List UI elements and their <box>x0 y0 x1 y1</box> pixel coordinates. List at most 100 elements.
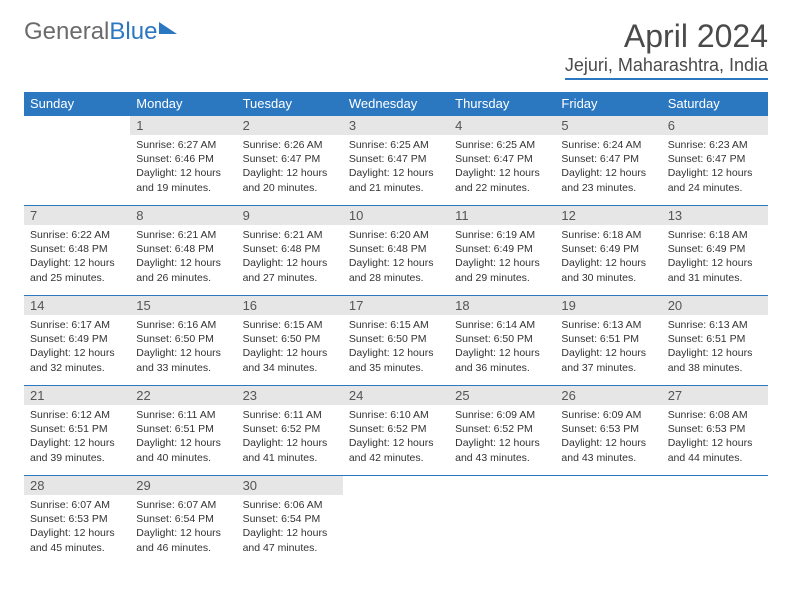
calendar-row: 1Sunrise: 6:27 AMSunset: 6:46 PMDaylight… <box>24 116 768 206</box>
calendar-cell <box>662 476 768 566</box>
day-number: 29 <box>130 476 236 495</box>
calendar-cell: 24Sunrise: 6:10 AMSunset: 6:52 PMDayligh… <box>343 386 449 476</box>
calendar-cell: 2Sunrise: 6:26 AMSunset: 6:47 PMDaylight… <box>237 116 343 206</box>
calendar-cell: 1Sunrise: 6:27 AMSunset: 6:46 PMDaylight… <box>130 116 236 206</box>
calendar-cell: 28Sunrise: 6:07 AMSunset: 6:53 PMDayligh… <box>24 476 130 566</box>
day-data: Sunrise: 6:14 AMSunset: 6:50 PMDaylight:… <box>449 315 555 378</box>
calendar-cell: 30Sunrise: 6:06 AMSunset: 6:54 PMDayligh… <box>237 476 343 566</box>
title-block: April 2024 Jejuri, Maharashtra, India <box>565 18 768 80</box>
calendar-cell: 25Sunrise: 6:09 AMSunset: 6:52 PMDayligh… <box>449 386 555 476</box>
day-data: Sunrise: 6:07 AMSunset: 6:53 PMDaylight:… <box>24 495 130 558</box>
day-data: Sunrise: 6:23 AMSunset: 6:47 PMDaylight:… <box>662 135 768 198</box>
day-data: Sunrise: 6:25 AMSunset: 6:47 PMDaylight:… <box>343 135 449 198</box>
day-data: Sunrise: 6:18 AMSunset: 6:49 PMDaylight:… <box>555 225 661 288</box>
day-data: Sunrise: 6:21 AMSunset: 6:48 PMDaylight:… <box>130 225 236 288</box>
day-data: Sunrise: 6:13 AMSunset: 6:51 PMDaylight:… <box>555 315 661 378</box>
day-number: 2 <box>237 116 343 135</box>
day-number: 18 <box>449 296 555 315</box>
weekday-header: Thursday <box>449 92 555 116</box>
day-number: 16 <box>237 296 343 315</box>
calendar-cell: 20Sunrise: 6:13 AMSunset: 6:51 PMDayligh… <box>662 296 768 386</box>
day-data: Sunrise: 6:15 AMSunset: 6:50 PMDaylight:… <box>237 315 343 378</box>
calendar-cell: 23Sunrise: 6:11 AMSunset: 6:52 PMDayligh… <box>237 386 343 476</box>
calendar-cell: 5Sunrise: 6:24 AMSunset: 6:47 PMDaylight… <box>555 116 661 206</box>
day-data: Sunrise: 6:15 AMSunset: 6:50 PMDaylight:… <box>343 315 449 378</box>
day-number: 12 <box>555 206 661 225</box>
logo: GeneralBlue <box>24 18 177 46</box>
day-data: Sunrise: 6:06 AMSunset: 6:54 PMDaylight:… <box>237 495 343 558</box>
calendar-cell: 11Sunrise: 6:19 AMSunset: 6:49 PMDayligh… <box>449 206 555 296</box>
calendar-row: 28Sunrise: 6:07 AMSunset: 6:53 PMDayligh… <box>24 476 768 566</box>
calendar-cell: 19Sunrise: 6:13 AMSunset: 6:51 PMDayligh… <box>555 296 661 386</box>
day-data: Sunrise: 6:24 AMSunset: 6:47 PMDaylight:… <box>555 135 661 198</box>
calendar-cell: 15Sunrise: 6:16 AMSunset: 6:50 PMDayligh… <box>130 296 236 386</box>
day-data: Sunrise: 6:11 AMSunset: 6:52 PMDaylight:… <box>237 405 343 468</box>
day-data: Sunrise: 6:07 AMSunset: 6:54 PMDaylight:… <box>130 495 236 558</box>
day-number: 17 <box>343 296 449 315</box>
logo-text-1: General <box>24 18 109 46</box>
day-data: Sunrise: 6:25 AMSunset: 6:47 PMDaylight:… <box>449 135 555 198</box>
calendar-cell: 27Sunrise: 6:08 AMSunset: 6:53 PMDayligh… <box>662 386 768 476</box>
weekday-header: Monday <box>130 92 236 116</box>
calendar-cell: 21Sunrise: 6:12 AMSunset: 6:51 PMDayligh… <box>24 386 130 476</box>
calendar-cell: 26Sunrise: 6:09 AMSunset: 6:53 PMDayligh… <box>555 386 661 476</box>
weekday-header: Tuesday <box>237 92 343 116</box>
day-data: Sunrise: 6:17 AMSunset: 6:49 PMDaylight:… <box>24 315 130 378</box>
day-number: 25 <box>449 386 555 405</box>
calendar-row: 7Sunrise: 6:22 AMSunset: 6:48 PMDaylight… <box>24 206 768 296</box>
day-data: Sunrise: 6:10 AMSunset: 6:52 PMDaylight:… <box>343 405 449 468</box>
calendar-cell: 6Sunrise: 6:23 AMSunset: 6:47 PMDaylight… <box>662 116 768 206</box>
day-number: 7 <box>24 206 130 225</box>
day-number: 3 <box>343 116 449 135</box>
day-number: 8 <box>130 206 236 225</box>
calendar-body: 1Sunrise: 6:27 AMSunset: 6:46 PMDaylight… <box>24 116 768 566</box>
day-number: 28 <box>24 476 130 495</box>
calendar-cell <box>449 476 555 566</box>
day-number: 4 <box>449 116 555 135</box>
day-number: 13 <box>662 206 768 225</box>
day-number: 23 <box>237 386 343 405</box>
day-data: Sunrise: 6:11 AMSunset: 6:51 PMDaylight:… <box>130 405 236 468</box>
calendar-cell: 13Sunrise: 6:18 AMSunset: 6:49 PMDayligh… <box>662 206 768 296</box>
page-title: April 2024 <box>565 18 768 55</box>
day-data: Sunrise: 6:12 AMSunset: 6:51 PMDaylight:… <box>24 405 130 468</box>
calendar-cell: 7Sunrise: 6:22 AMSunset: 6:48 PMDaylight… <box>24 206 130 296</box>
day-number: 21 <box>24 386 130 405</box>
day-number: 10 <box>343 206 449 225</box>
day-data: Sunrise: 6:27 AMSunset: 6:46 PMDaylight:… <box>130 135 236 198</box>
calendar-cell <box>24 116 130 206</box>
day-number: 24 <box>343 386 449 405</box>
day-data: Sunrise: 6:21 AMSunset: 6:48 PMDaylight:… <box>237 225 343 288</box>
calendar-cell: 29Sunrise: 6:07 AMSunset: 6:54 PMDayligh… <box>130 476 236 566</box>
day-data: Sunrise: 6:22 AMSunset: 6:48 PMDaylight:… <box>24 225 130 288</box>
day-number: 6 <box>662 116 768 135</box>
day-number: 19 <box>555 296 661 315</box>
day-data: Sunrise: 6:09 AMSunset: 6:52 PMDaylight:… <box>449 405 555 468</box>
day-data: Sunrise: 6:09 AMSunset: 6:53 PMDaylight:… <box>555 405 661 468</box>
day-number: 22 <box>130 386 236 405</box>
day-data: Sunrise: 6:18 AMSunset: 6:49 PMDaylight:… <box>662 225 768 288</box>
calendar-cell: 16Sunrise: 6:15 AMSunset: 6:50 PMDayligh… <box>237 296 343 386</box>
day-data: Sunrise: 6:20 AMSunset: 6:48 PMDaylight:… <box>343 225 449 288</box>
weekday-header: Saturday <box>662 92 768 116</box>
weekday-header: Friday <box>555 92 661 116</box>
calendar-cell <box>555 476 661 566</box>
weekday-header: Sunday <box>24 92 130 116</box>
weekday-header-row: SundayMondayTuesdayWednesdayThursdayFrid… <box>24 92 768 116</box>
day-data: Sunrise: 6:16 AMSunset: 6:50 PMDaylight:… <box>130 315 236 378</box>
header: GeneralBlue April 2024 Jejuri, Maharasht… <box>24 18 768 80</box>
calendar-cell: 17Sunrise: 6:15 AMSunset: 6:50 PMDayligh… <box>343 296 449 386</box>
calendar-row: 14Sunrise: 6:17 AMSunset: 6:49 PMDayligh… <box>24 296 768 386</box>
day-number: 9 <box>237 206 343 225</box>
day-data: Sunrise: 6:13 AMSunset: 6:51 PMDaylight:… <box>662 315 768 378</box>
calendar-cell <box>343 476 449 566</box>
day-number: 1 <box>130 116 236 135</box>
day-number: 20 <box>662 296 768 315</box>
weekday-header: Wednesday <box>343 92 449 116</box>
day-number: 26 <box>555 386 661 405</box>
day-number: 15 <box>130 296 236 315</box>
day-number: 11 <box>449 206 555 225</box>
day-data: Sunrise: 6:19 AMSunset: 6:49 PMDaylight:… <box>449 225 555 288</box>
calendar-table: SundayMondayTuesdayWednesdayThursdayFrid… <box>24 92 768 566</box>
day-number: 27 <box>662 386 768 405</box>
